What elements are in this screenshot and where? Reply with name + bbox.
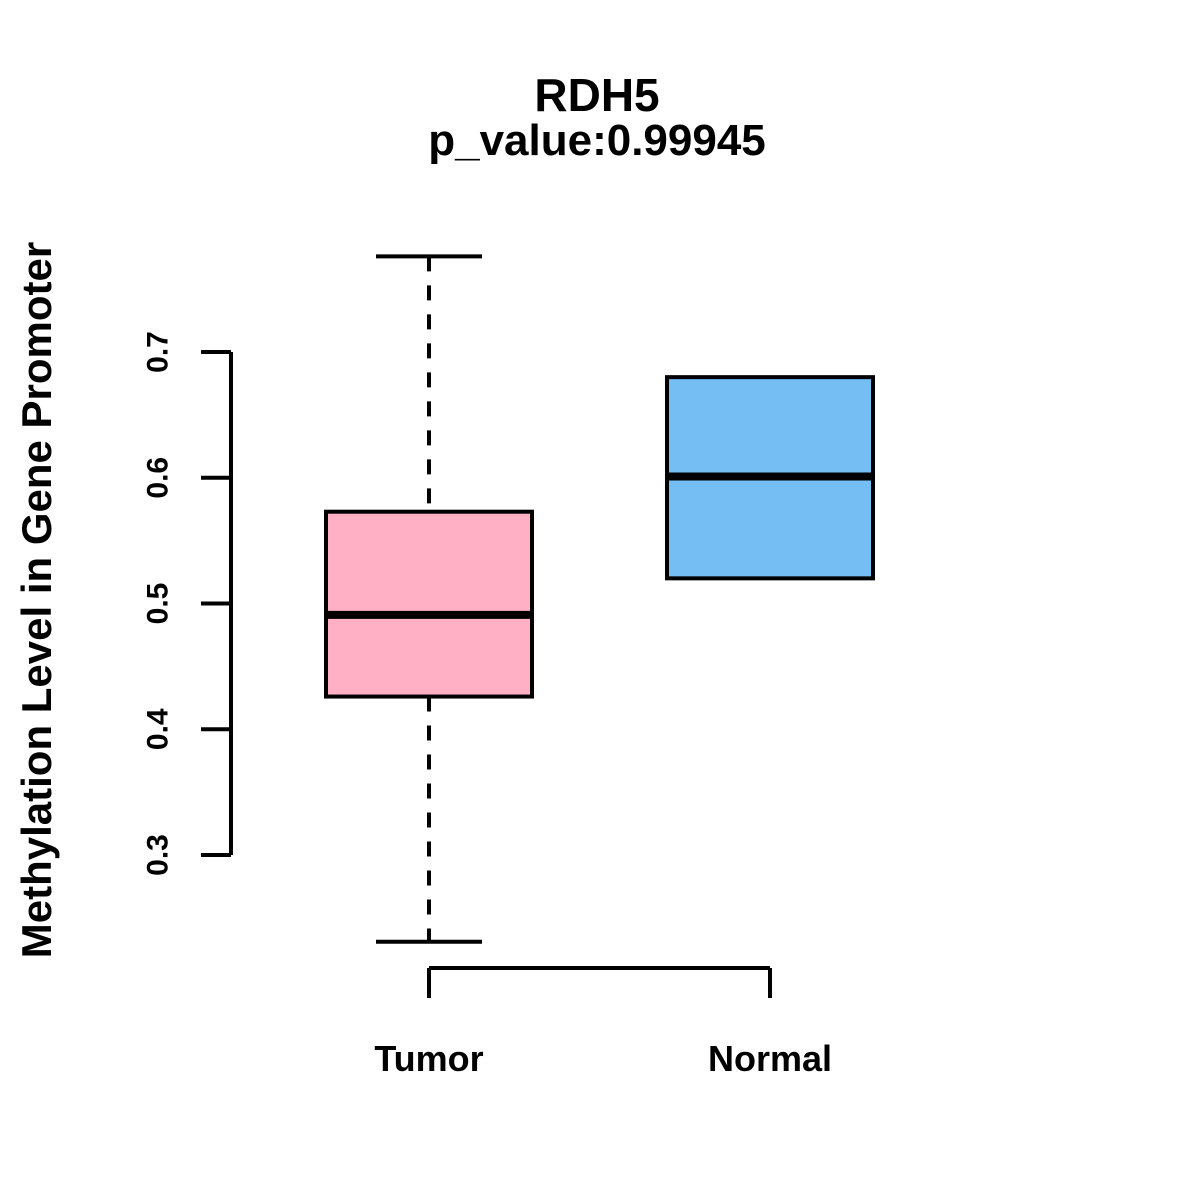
- y-tick-label: 0.7: [142, 331, 175, 373]
- x-axis-label-normal: Normal: [708, 1038, 832, 1079]
- y-tick-label: 0.5: [142, 583, 175, 625]
- box-tumor: [324, 509, 534, 699]
- y-tick-label: 0.3: [142, 834, 175, 876]
- chart-subtitle: p_value:0.99945: [428, 116, 766, 165]
- y-tick-label: 0.4: [142, 708, 175, 750]
- x-axis-label-tumor: Tumor: [374, 1038, 483, 1079]
- y-tick-label: 0.6: [142, 457, 175, 499]
- chart-title: RDH5: [534, 69, 660, 121]
